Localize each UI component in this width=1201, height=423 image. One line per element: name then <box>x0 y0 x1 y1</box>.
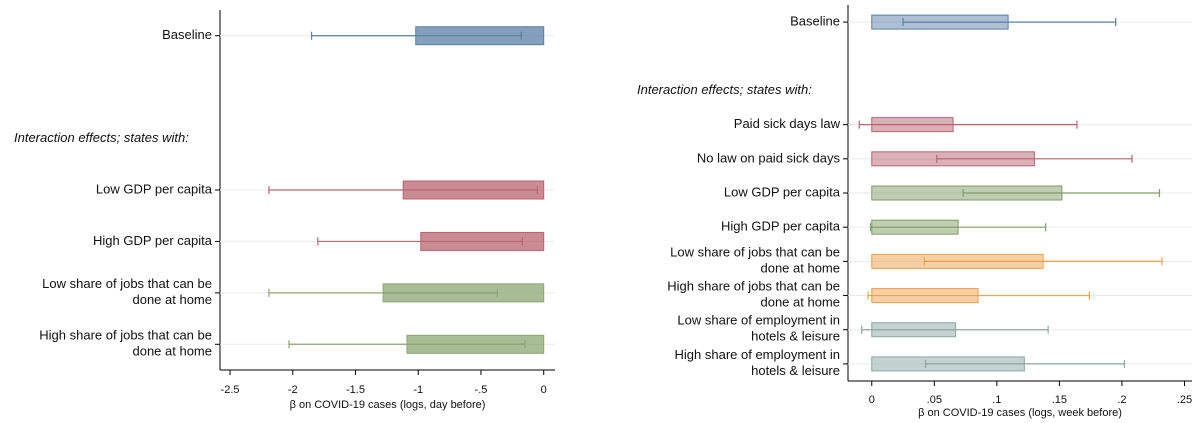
y-tick-label: Baseline <box>790 14 840 29</box>
x-tick-label: -.5 <box>475 384 488 396</box>
y-tick-label-line: High share of jobs that can be <box>39 328 212 343</box>
x-tick-label: -1.5 <box>346 384 365 396</box>
y-tick-label-line: High share of jobs that can be <box>667 279 840 294</box>
y-tick-label-line: done at home <box>132 344 212 359</box>
y-tick-label: Low GDP per capita <box>724 184 841 199</box>
y-tick-label-line: Low share of jobs that can be <box>670 245 840 260</box>
x-axis-label: β on COVID-19 cases (logs, week before) <box>918 407 1122 419</box>
y-tick-label-line: Low share of jobs that can be <box>42 276 212 291</box>
x-tick-label: -2 <box>288 384 298 396</box>
x-tick-label: .2 <box>1117 394 1126 406</box>
x-tick-label: -2.5 <box>221 384 240 396</box>
x-tick-label: 0 <box>541 384 547 396</box>
y-tick-label: High share of jobs that can be done at ho… <box>667 279 840 310</box>
y-tick-label: High share of jobs that can be done at ho… <box>39 328 212 359</box>
x-tick-label: -1 <box>413 384 423 396</box>
y-tick-label: High GDP per capita <box>721 219 841 234</box>
section-label: Interaction effects; states with: <box>637 82 812 97</box>
y-tick-label: Low share of jobs that can be done at hom… <box>42 276 212 307</box>
y-tick-label: High share of employment in hotels & leis… <box>675 347 840 378</box>
y-tick-label: Low GDP per capita <box>96 181 213 196</box>
y-tick-label-line: done at home <box>760 261 840 276</box>
x-axis-label: β on COVID-19 cases (logs, day before) <box>290 399 486 411</box>
x-tick-label: 0 <box>869 394 875 406</box>
section-label: Interaction effects; states with: <box>14 130 189 145</box>
y-tick-label: Baseline <box>162 27 212 42</box>
y-tick-label: Low share of jobs that can be done at hom… <box>670 245 840 276</box>
x-tick-label: .15 <box>1052 394 1067 406</box>
x-tick-label: .1 <box>992 394 1001 406</box>
y-tick-label-line: hotels & leisure <box>751 329 840 344</box>
y-tick-label: No law on paid sick days <box>697 150 841 165</box>
y-tick-label: Low share of employment in hotels & leisu… <box>677 313 840 344</box>
x-tick-label: .05 <box>927 394 942 406</box>
y-tick-label: High GDP per capita <box>93 233 213 248</box>
y-tick-label-line: High share of employment in <box>675 347 840 362</box>
y-tick-label-line: hotels & leisure <box>751 363 840 378</box>
y-tick-label-line: Low share of employment in <box>677 313 840 328</box>
y-tick-label: Paid sick days law <box>734 116 841 131</box>
x-tick-label: .25 <box>1177 394 1192 406</box>
y-tick-label-line: done at home <box>132 292 212 307</box>
y-tick-label-line: done at home <box>760 295 840 310</box>
